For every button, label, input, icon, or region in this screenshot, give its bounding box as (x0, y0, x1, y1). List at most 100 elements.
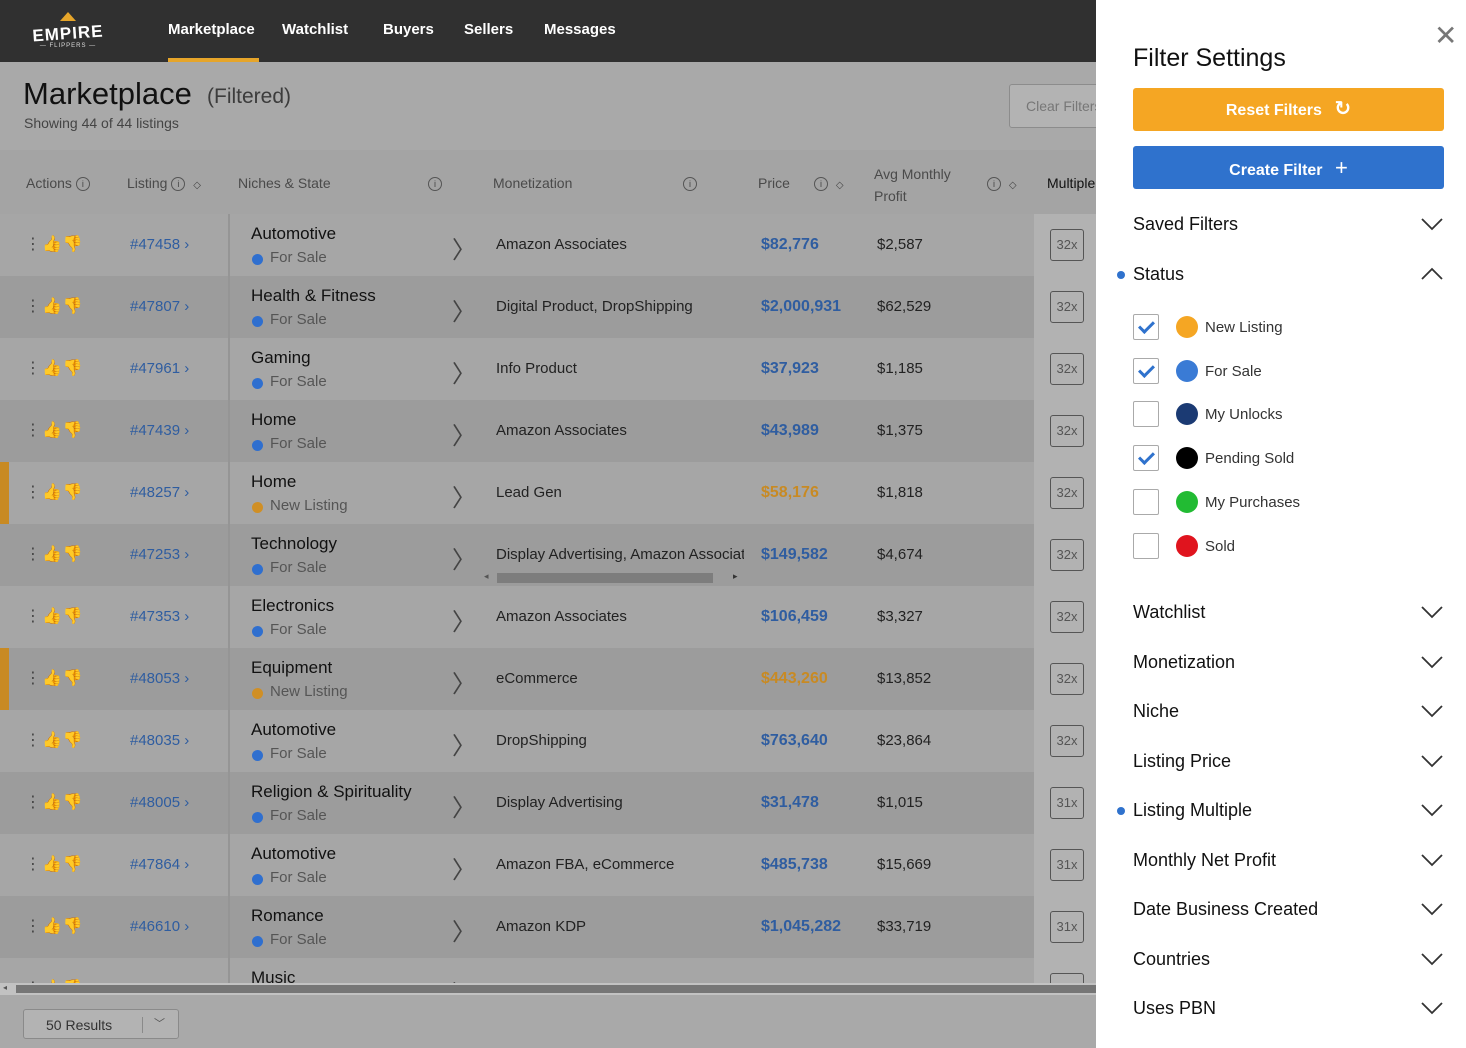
filter-section-uses-pbn[interactable]: Uses PBN (1133, 994, 1444, 1024)
more-options-icon[interactable]: ⋮ (25, 546, 42, 563)
nav-marketplace[interactable]: Marketplace (168, 21, 255, 38)
scroll-left-icon[interactable]: ◂ (3, 983, 8, 992)
info-icon[interactable]: i (75, 177, 90, 191)
chevron-right-icon[interactable]: 〉 (452, 485, 476, 512)
chevron-right-icon[interactable]: 〉 (452, 974, 476, 983)
checkbox[interactable] (1133, 488, 1159, 515)
chevron-right-icon[interactable]: 〉 (452, 237, 476, 264)
nav-sellers[interactable]: Sellers (464, 21, 514, 38)
col-multiple[interactable]: Multiple (1047, 175, 1096, 191)
info-icon[interactable]: i (171, 177, 186, 191)
more-options-icon[interactable]: ⋮ (25, 980, 42, 983)
empire-flippers-logo[interactable]: EMPIRE — FLIPPERS — (28, 12, 108, 52)
checkbox[interactable] (1133, 445, 1159, 472)
chevron-right-icon[interactable]: 〉 (452, 423, 476, 450)
thumbs-down-icon[interactable]: 👎 (62, 298, 84, 315)
chevron-right-icon[interactable]: 〉 (452, 547, 476, 574)
col-listing[interactable]: Listing i ◇ (127, 175, 201, 191)
filter-section-date-business-created[interactable]: Date Business Created (1133, 895, 1444, 925)
sort-icon[interactable]: ◇ (835, 180, 844, 191)
listing-id-link[interactable]: #48005 › (130, 794, 189, 811)
filter-section-watchlist[interactable]: Watchlist (1133, 598, 1444, 628)
listing-id-link[interactable]: #47807 › (130, 298, 189, 315)
chevron-right-icon[interactable]: 〉 (452, 299, 476, 326)
col-price[interactable]: Price (758, 175, 790, 191)
thumbs-up-icon[interactable]: 👍 (42, 360, 63, 377)
info-icon[interactable]: i (428, 177, 442, 191)
more-options-icon[interactable]: ⋮ (25, 732, 42, 749)
col-avg-profit[interactable]: Avg Monthly Profit (874, 163, 951, 207)
thumbs-down-icon[interactable]: 👎 (62, 546, 84, 563)
more-options-icon[interactable]: ⋮ (25, 298, 42, 315)
more-options-icon[interactable]: ⋮ (25, 422, 42, 439)
table-horizontal-scrollbar[interactable]: ◂ (0, 983, 1096, 995)
chevron-right-icon[interactable]: 〉 (452, 671, 476, 698)
more-options-icon[interactable]: ⋮ (25, 670, 42, 687)
filter-section-monthly-net-profit[interactable]: Monthly Net Profit (1133, 846, 1444, 876)
listing-id-link[interactable]: › (130, 980, 135, 983)
create-filter-button[interactable]: Create Filter + (1133, 146, 1444, 189)
more-options-icon[interactable]: ⋮ (25, 856, 42, 873)
info-icon[interactable]: i (987, 177, 1001, 191)
thumbs-up-icon[interactable]: 👍 (42, 732, 63, 749)
thumbs-up-icon[interactable]: 👍 (42, 298, 63, 315)
thumbs-down-icon[interactable]: 👎 (63, 980, 84, 983)
more-options-icon[interactable]: ⋮ (25, 794, 42, 811)
listing-id-link[interactable]: #47353 › (130, 608, 189, 625)
listing-id-link[interactable]: #46610 › (130, 918, 189, 935)
col-monetization-info[interactable]: i (683, 175, 697, 191)
listing-id-link[interactable]: #47864 › (130, 856, 189, 873)
saved-filters-section[interactable]: Saved Filters (1133, 210, 1444, 240)
more-options-icon[interactable]: ⋮ (25, 918, 42, 935)
status-option[interactable]: New Listing (1133, 314, 1444, 342)
thumbs-down-icon[interactable]: 👎 (62, 422, 84, 439)
listing-id-link[interactable]: #47458 › (130, 236, 189, 253)
thumbs-up-icon[interactable]: 👍 (42, 856, 63, 873)
checkbox[interactable] (1133, 532, 1159, 559)
more-options-icon[interactable]: ⋮ (25, 236, 42, 253)
status-option[interactable]: My Purchases (1133, 488, 1444, 517)
col-niches-info[interactable]: i (428, 175, 442, 191)
chevron-right-icon[interactable]: 〉 (452, 919, 476, 946)
info-icon[interactable]: i (814, 177, 828, 191)
listing-id-link[interactable]: #48035 › (130, 732, 189, 749)
chevron-right-icon[interactable]: 〉 (452, 361, 476, 388)
checkbox[interactable] (1133, 314, 1159, 340)
checkbox[interactable] (1133, 357, 1159, 384)
col-avg-profit-controls[interactable]: i ◇ (987, 175, 1017, 191)
close-icon[interactable]: ✕ (1434, 20, 1458, 51)
listing-id-link[interactable]: #47439 › (130, 422, 189, 439)
col-price-controls[interactable]: i ◇ (814, 175, 844, 191)
thumbs-up-icon[interactable]: 👍 (42, 918, 63, 935)
chevron-right-icon[interactable]: 〉 (452, 857, 476, 884)
thumbs-down-icon[interactable]: 👎 (62, 360, 84, 377)
more-options-icon[interactable]: ⋮ (25, 608, 42, 625)
scrollbar-thumb[interactable] (497, 573, 713, 583)
reset-filters-button[interactable]: Reset Filters ↻ (1133, 88, 1444, 131)
thumbs-down-icon[interactable]: 👎 (62, 918, 84, 935)
thumbs-up-icon[interactable]: 👍 (42, 484, 63, 501)
filter-section-countries[interactable]: Countries (1133, 945, 1444, 975)
status-option[interactable]: Sold (1133, 532, 1444, 561)
thumbs-up-icon[interactable]: 👍 (42, 546, 63, 563)
sort-icon[interactable]: ◇ (1008, 180, 1017, 191)
nav-buyers[interactable]: Buyers (383, 21, 434, 38)
listing-id-link[interactable]: #48257 › (130, 484, 189, 501)
scroll-right-icon[interactable]: ▸ (733, 571, 738, 581)
thumbs-down-icon[interactable]: 👎 (62, 608, 84, 625)
listing-id-link[interactable]: #47253 › (130, 546, 189, 563)
thumbs-up-icon[interactable]: 👍 (42, 794, 63, 811)
checkbox[interactable] (1133, 401, 1159, 428)
thumbs-down-icon[interactable]: 👎 (62, 236, 84, 253)
filter-section-listing-price[interactable]: Listing Price (1133, 747, 1444, 777)
more-options-icon[interactable]: ⋮ (25, 360, 42, 377)
status-option[interactable]: My Unlocks (1133, 401, 1444, 429)
results-per-page-select[interactable]: 50 Results ﹀ (23, 1009, 179, 1039)
thumbs-up-icon[interactable]: 👍 (42, 980, 63, 983)
status-option[interactable]: Pending Sold (1133, 445, 1444, 473)
thumbs-down-icon[interactable]: 👎 (62, 794, 84, 811)
scroll-left-icon[interactable]: ◂ (484, 571, 489, 581)
more-options-icon[interactable]: ⋮ (25, 484, 42, 501)
filter-section-listing-multiple[interactable]: Listing Multiple (1117, 796, 1444, 826)
chevron-right-icon[interactable]: 〉 (452, 733, 476, 760)
